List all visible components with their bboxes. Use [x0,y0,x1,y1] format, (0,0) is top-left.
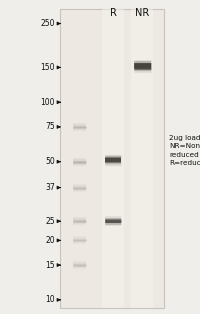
Text: 100: 100 [41,98,55,107]
Text: 37: 37 [45,183,55,192]
Text: 25: 25 [45,217,55,226]
Bar [131,9,153,308]
Text: 250: 250 [41,19,55,28]
Text: 2ug loading
NR=Non-
reduced
R=reduced: 2ug loading NR=Non- reduced R=reduced [169,135,200,166]
Text: R: R [110,8,116,18]
Text: 15: 15 [45,261,55,270]
Text: NR: NR [135,8,149,18]
Text: 150: 150 [41,63,55,72]
Text: 10: 10 [45,295,55,304]
Bar [102,9,124,308]
Text: 50: 50 [45,157,55,166]
Bar [60,9,164,308]
Text: 20: 20 [45,236,55,245]
Text: 75: 75 [45,122,55,132]
